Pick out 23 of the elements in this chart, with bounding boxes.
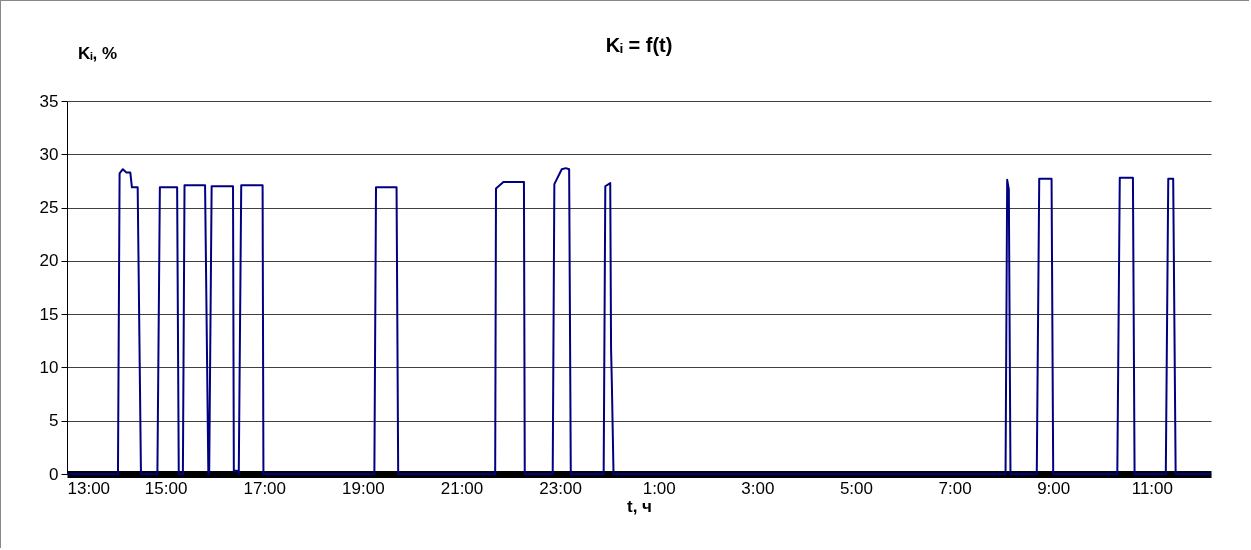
y-tick-label: 5 [49, 411, 59, 431]
x-axis-title: t, ч [627, 496, 652, 516]
x-tick-label: 11:00 [1131, 478, 1173, 498]
x-tick-label: 23:00 [539, 478, 582, 498]
y-tick-label: 20 [39, 251, 59, 271]
x-tick-label: 1:00 [642, 478, 676, 498]
y-tick-label: 10 [39, 357, 59, 377]
x-tick-label: 13:00 [67, 478, 111, 498]
y-axis-title: Kᵢ, % [77, 43, 118, 63]
y-tick-label: 25 [39, 198, 59, 218]
x-tick-label: 15:00 [144, 478, 188, 498]
x-tick-label: 17:00 [243, 478, 287, 498]
y-tick-label: 35 [39, 91, 59, 111]
chart-title: Kᵢ = f(t) [605, 34, 673, 56]
x-tick-label: 19:00 [342, 478, 385, 498]
y-tick-label: 15 [39, 304, 59, 324]
x-tick-label: 9:00 [1037, 478, 1071, 498]
y-tick-label: 0 [49, 464, 59, 484]
x-tick-label: 7:00 [938, 478, 972, 498]
x-tick-label: 5:00 [839, 478, 874, 498]
y-tick-label: 30 [39, 144, 59, 164]
x-tick-label: 21:00 [440, 478, 484, 498]
x-tick-label: 3:00 [741, 478, 775, 498]
